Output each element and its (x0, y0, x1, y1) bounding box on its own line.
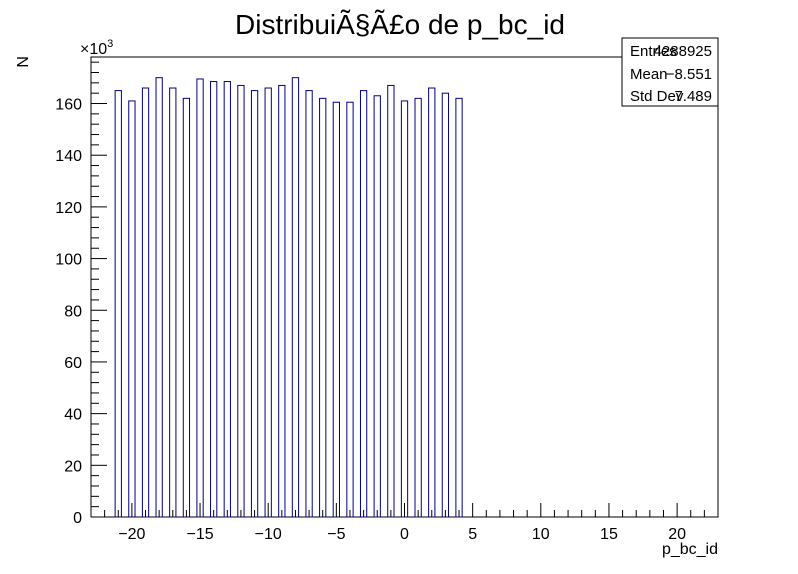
y-tick-label: 40 (64, 407, 82, 424)
y-tick-label: 60 (64, 355, 82, 372)
stats-entries-value: 4288925 (654, 43, 712, 60)
histogram-bar (128, 100, 136, 518)
plot-border (90, 56, 719, 518)
histogram-bar (332, 101, 340, 518)
histogram-bar (182, 97, 191, 518)
y-exponent: ×103 (80, 38, 113, 58)
x-tick-label: 10 (532, 526, 550, 543)
y-tick-label: 100 (55, 252, 82, 269)
histogram-bar (250, 90, 259, 518)
histogram-bar (155, 77, 163, 518)
histogram-bar (387, 84, 395, 518)
histogram-bar (114, 90, 122, 518)
x-axis: −20 −15 −10 −5 0 5 10 15 20 (90, 503, 719, 543)
y-tick-label: 140 (55, 148, 82, 165)
plot-frame (90, 56, 719, 518)
x-tick-label: 5 (468, 526, 477, 543)
histogram-bar (359, 90, 368, 518)
y-axis: 0 20 40 60 80 100 120 140 160 (55, 61, 107, 527)
histogram-bar (237, 84, 245, 518)
x-tick-label: 15 (600, 526, 618, 543)
histogram-bar (400, 100, 409, 518)
x-tick-label: −15 (186, 526, 213, 543)
y-tick-label: 20 (64, 458, 82, 475)
histogram-bar (373, 95, 381, 518)
stats-box: Entries 4288925 Mean −8.551 Std Dev 7.48… (621, 37, 719, 107)
chart-title: DistribuiÃ§Ã£o de p_bc_id (235, 9, 565, 40)
x-tick-label: −5 (327, 526, 345, 543)
y-tick-label: 120 (55, 200, 82, 217)
histogram-bar (291, 77, 300, 518)
y-exponent-power: 3 (107, 38, 113, 50)
histogram-bar (141, 87, 150, 518)
y-tick-label: 80 (64, 303, 82, 320)
x-tick-label: −10 (255, 526, 282, 543)
histogram-bar (319, 97, 327, 518)
histogram-bar (414, 97, 422, 518)
histogram-bar (455, 97, 463, 518)
histogram-bar (305, 90, 313, 518)
histogram-bar (210, 81, 218, 518)
histogram-bar (428, 87, 436, 518)
histogram-bar (196, 78, 204, 518)
histogram-bar (278, 84, 286, 518)
stats-stddev-label: Std Dev (630, 88, 684, 105)
y-axis-label: N (15, 56, 32, 68)
stats-stddev-value: 7.489 (674, 88, 712, 105)
x-tick-label: 20 (668, 526, 686, 543)
stats-entries-label: Entries (630, 43, 677, 60)
x-tick-label: −20 (118, 526, 145, 543)
stats-box-border (621, 37, 719, 107)
histogram-bars (114, 77, 463, 518)
y-tick-label: 0 (73, 510, 82, 527)
y-exponent-base: ×10 (80, 41, 107, 58)
histogram-bar (346, 101, 354, 518)
histogram-bar (169, 87, 177, 518)
x-tick-label: 0 (400, 526, 409, 543)
histogram-bar (264, 87, 272, 518)
histogram-bar (441, 92, 450, 518)
stats-mean-value: −8.551 (666, 66, 712, 83)
y-tick-label: 160 (55, 97, 82, 114)
stats-mean-label: Mean (630, 66, 668, 83)
histogram-bar (223, 81, 231, 518)
x-axis-label: p_bc_id (662, 541, 718, 558)
